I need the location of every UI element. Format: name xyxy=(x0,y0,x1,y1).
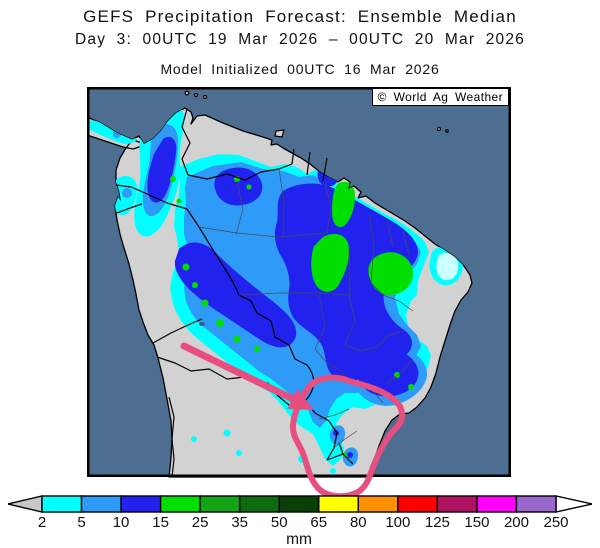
legend-segment xyxy=(436,495,478,513)
map-region: © World Ag Weather xyxy=(87,87,511,511)
atlantic-islet xyxy=(436,126,442,132)
legend-segment xyxy=(357,495,399,513)
legend-segment xyxy=(278,495,320,513)
state-borders xyxy=(198,168,414,449)
precip-pale-core xyxy=(436,253,459,281)
legend-tick-label: 100 xyxy=(385,514,410,531)
legend-segment xyxy=(397,495,439,513)
legend-tick-label: 15 xyxy=(152,514,169,531)
model-init-line: Model Initialized 00UTC 16 Mar 2026 xyxy=(160,61,440,77)
page-title: GEFS Precipitation Forecast: Ensemble Me… xyxy=(83,7,517,26)
legend-segment xyxy=(476,495,518,513)
legend-segment xyxy=(318,495,360,513)
legend-unit-label: mm xyxy=(286,531,312,548)
lake-titicaca xyxy=(199,322,205,326)
legend-segment xyxy=(120,495,162,513)
valid-period-subtitle: Day 3: 00UTC 19 Mar 2026 – 00UTC 20 Mar … xyxy=(75,31,525,48)
map-frame xyxy=(87,87,511,477)
legend-tick-label: 35 xyxy=(231,514,248,531)
legend-tick-label: 150 xyxy=(464,514,489,531)
annotation-layer xyxy=(180,342,405,500)
legend-tick-label: 5 xyxy=(77,514,85,531)
caribbean-island xyxy=(184,90,190,96)
legend-segment xyxy=(159,495,201,513)
caribbean-island xyxy=(202,94,208,100)
precipitation-map xyxy=(87,87,511,500)
legend-tick-label: 50 xyxy=(271,514,288,531)
legend-segment xyxy=(41,495,83,513)
annotation-region-outline xyxy=(289,374,405,500)
legend-tick-label: 2 xyxy=(38,514,46,531)
legend-segment xyxy=(515,495,557,513)
legend-tick-label: 200 xyxy=(504,514,529,531)
caribbean-island xyxy=(193,92,199,98)
trinidad-island xyxy=(274,129,285,138)
annotation-arrow-shaft xyxy=(180,342,297,403)
precip-15-25mm xyxy=(170,176,414,458)
copyright-badge: © World Ag Weather xyxy=(371,88,509,106)
legend-segment xyxy=(80,495,122,513)
legend-arrow-left xyxy=(8,495,43,513)
legend-tick-label: 10 xyxy=(113,514,130,531)
legend: 2 5 10 15 25 35 50 65 80 100 125 150 200 250 mm xyxy=(8,494,592,548)
legend-tick-label: 125 xyxy=(425,514,450,531)
legend-tick-label: 65 xyxy=(310,514,327,531)
legend-tick-label: 250 xyxy=(543,514,568,531)
atlantic-islet xyxy=(445,129,449,133)
precip-10-15mm xyxy=(147,136,419,458)
legend-tick-label: 25 xyxy=(192,514,209,531)
legend-tick-label: 80 xyxy=(350,514,367,531)
legend-arrow-right xyxy=(555,495,592,513)
legend-segment xyxy=(238,495,280,513)
legend-segment xyxy=(199,495,241,513)
